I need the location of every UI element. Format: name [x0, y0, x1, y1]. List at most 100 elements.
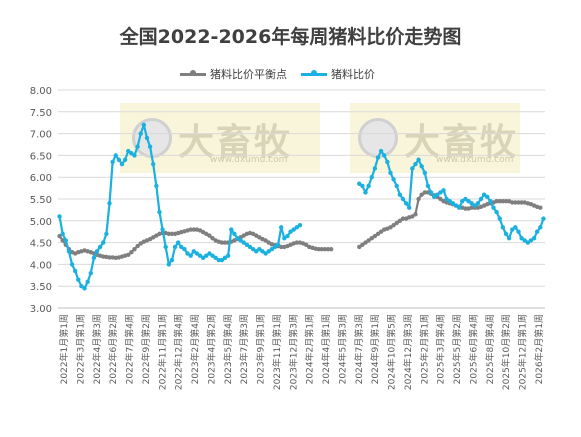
y-tick-label: 6.00 [30, 173, 52, 184]
data-point-ratio [250, 246, 256, 252]
data-point-ratio [450, 201, 456, 206]
data-point-ratio [525, 240, 531, 245]
x-tick-label: 2022年11月第1周 [156, 314, 168, 390]
data-point-ratio [391, 177, 396, 182]
data-point-balance [413, 212, 418, 217]
data-point-ratio [247, 244, 253, 250]
x-tick-label: 2023年12月第3周 [287, 314, 299, 390]
data-point-balance [391, 222, 396, 228]
data-point-balance [519, 200, 524, 205]
data-point-ratio [97, 244, 103, 250]
data-point-ratio [122, 157, 128, 162]
data-point-balance [132, 246, 137, 252]
y-tick-label: 5.50 [30, 195, 52, 206]
x-tick-label: 2023年7月第3周 [238, 314, 250, 384]
data-point-ratio [207, 251, 212, 256]
y-tick-label: 5.00 [30, 217, 52, 228]
data-point-ratio [160, 227, 165, 232]
data-point-ratio [275, 242, 281, 247]
data-point-ratio [288, 229, 293, 234]
data-point-ratio [235, 236, 240, 241]
data-point-ratio [469, 201, 474, 206]
data-point-balance [419, 192, 424, 197]
x-tick-label: 2022年1月第1周 [58, 314, 70, 384]
data-point-ratio [172, 244, 178, 250]
data-point-balance [422, 190, 428, 195]
data-point-ratio [147, 144, 153, 149]
data-point-ratio [444, 196, 449, 202]
data-point-ratio [163, 244, 168, 250]
x-tick-label: 2024年5月第3周 [336, 314, 348, 384]
data-point-ratio [194, 251, 200, 256]
data-point-balance [372, 233, 378, 239]
data-point-ratio [116, 157, 122, 162]
data-point-ratio [225, 253, 231, 258]
data-point-ratio [431, 194, 437, 200]
data-point-ratio [466, 198, 471, 204]
x-tick-label: 2025年8月第4周 [484, 314, 496, 384]
data-point-ratio [138, 131, 143, 136]
data-point-ratio [229, 227, 234, 232]
data-point-ratio [541, 216, 546, 221]
data-point-ratio [531, 236, 537, 241]
data-point-ratio [157, 209, 162, 215]
data-point-balance [328, 246, 334, 252]
data-point-ratio [516, 229, 521, 234]
x-tick-label: 2025年3月第4周 [435, 314, 447, 384]
data-point-balance [363, 240, 368, 245]
y-tick-label: 7.50 [30, 108, 52, 119]
data-point-ratio [416, 157, 421, 162]
data-point-ratio [435, 192, 440, 197]
data-point-balance [222, 240, 228, 245]
data-point-ratio [244, 242, 250, 247]
x-tick-label: 2023年2月第4周 [189, 314, 201, 384]
data-point-ratio [522, 238, 527, 243]
data-point-ratio [441, 188, 446, 193]
data-point-ratio [438, 190, 443, 195]
data-point-balance [126, 252, 131, 258]
data-point-balance [207, 233, 212, 238]
data-point-ratio [210, 253, 215, 258]
legend-swatch-balance [180, 70, 206, 76]
data-point-balance [219, 240, 225, 245]
data-point-ratio [491, 205, 496, 210]
x-tick-label: 2022年4月第3周 [91, 314, 103, 384]
data-point-ratio [410, 166, 415, 171]
data-point-balance [497, 198, 502, 204]
data-point-ratio [538, 225, 543, 230]
data-point-ratio [372, 166, 378, 171]
y-tick-label: 4.00 [30, 260, 52, 271]
x-tick-label: 2024年4月第1周 [320, 314, 332, 384]
data-point-ratio [403, 201, 409, 206]
x-tick-label: 2025年2月第1周 [418, 314, 430, 384]
x-tick-label: 2024年9月第1周 [369, 314, 381, 384]
data-point-ratio [485, 194, 490, 200]
data-point-ratio [294, 225, 300, 230]
data-point-balance [500, 198, 506, 204]
data-point-balance [303, 242, 309, 247]
data-point-balance [316, 246, 321, 252]
data-point-balance [366, 238, 371, 243]
data-point-balance [510, 200, 515, 205]
data-point-balance [400, 216, 406, 221]
data-point-ratio [222, 255, 228, 261]
data-point-ratio [460, 198, 465, 204]
data-point-balance [188, 227, 193, 232]
data-point-balance [57, 233, 62, 239]
data-point-ratio [378, 148, 384, 154]
data-point-ratio [185, 251, 190, 256]
data-point-ratio [200, 255, 206, 261]
data-point-ratio [204, 253, 209, 258]
data-point-ratio [513, 225, 518, 230]
data-point-ratio [110, 159, 115, 165]
data-point-balance [410, 214, 415, 219]
data-point-ratio [197, 253, 203, 258]
series-line-ratio [58, 123, 301, 290]
data-point-ratio [385, 159, 390, 165]
data-point-ratio [69, 262, 75, 267]
data-point-balance [169, 231, 175, 237]
data-point-ratio [191, 249, 196, 254]
data-point-ratio [219, 257, 225, 263]
data-point-ratio [369, 175, 374, 180]
